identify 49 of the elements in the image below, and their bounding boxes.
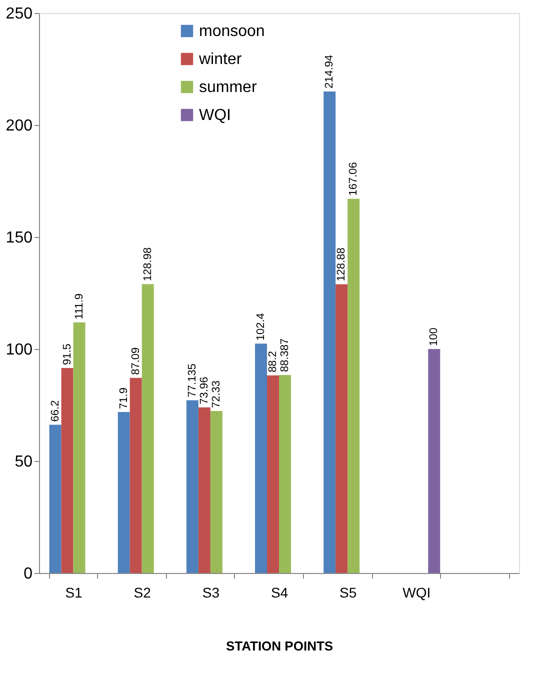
- x-tick-label: WQI: [402, 584, 431, 600]
- data-label: 91.5: [61, 344, 74, 366]
- data-label: 167.06: [348, 162, 360, 196]
- x-tick-label: S1: [65, 584, 83, 600]
- data-label: 73.96: [198, 376, 210, 404]
- legend-label: WQI: [199, 107, 231, 124]
- bar: [118, 412, 130, 573]
- bar: [61, 368, 74, 573]
- bar: [348, 198, 360, 573]
- bar: [142, 284, 154, 573]
- y-tick-label: 200: [6, 118, 33, 134]
- legend-label: summer: [199, 79, 258, 96]
- data-label: 128.98: [142, 247, 154, 282]
- y-tick-label: 150: [6, 230, 33, 246]
- bar: [198, 407, 210, 573]
- y-tick-label: 250: [6, 6, 33, 22]
- y-tick-label: 50: [14, 454, 33, 470]
- data-label: 66.2: [49, 400, 62, 422]
- bar: [130, 378, 142, 573]
- data-label: 111.9: [73, 293, 86, 320]
- bar: [255, 344, 267, 573]
- data-label: 88.387: [279, 338, 291, 372]
- data-label: 128.88: [336, 248, 348, 282]
- bar: [336, 284, 348, 573]
- bar: [267, 375, 279, 573]
- bar: [324, 92, 336, 573]
- bar: [428, 349, 440, 573]
- data-label: 214.94: [324, 54, 336, 89]
- x-tick-label: S2: [134, 584, 152, 600]
- y-tick-label: 0: [24, 566, 33, 582]
- legend-label: winter: [198, 51, 242, 68]
- data-label: 71.9: [118, 388, 130, 409]
- data-label: 72.33: [210, 380, 222, 408]
- bar: [210, 410, 222, 573]
- bar: [73, 322, 86, 573]
- data-label: 100: [428, 328, 440, 346]
- x-tick-label: S3: [202, 584, 220, 600]
- bar: [186, 400, 198, 573]
- x-axis-title: STATION POINTS: [226, 638, 334, 654]
- y-tick-label: 100: [6, 342, 33, 358]
- data-label: 102.4: [255, 313, 267, 341]
- bar: [279, 375, 291, 573]
- data-label: 77.135: [186, 364, 198, 398]
- data-label: 88.2: [267, 351, 279, 372]
- data-label: 87.09: [130, 347, 142, 375]
- legend-label: monsoon: [199, 23, 265, 40]
- bar: [49, 424, 62, 573]
- x-tick-label: S4: [270, 584, 288, 600]
- x-tick-label: S5: [340, 584, 357, 600]
